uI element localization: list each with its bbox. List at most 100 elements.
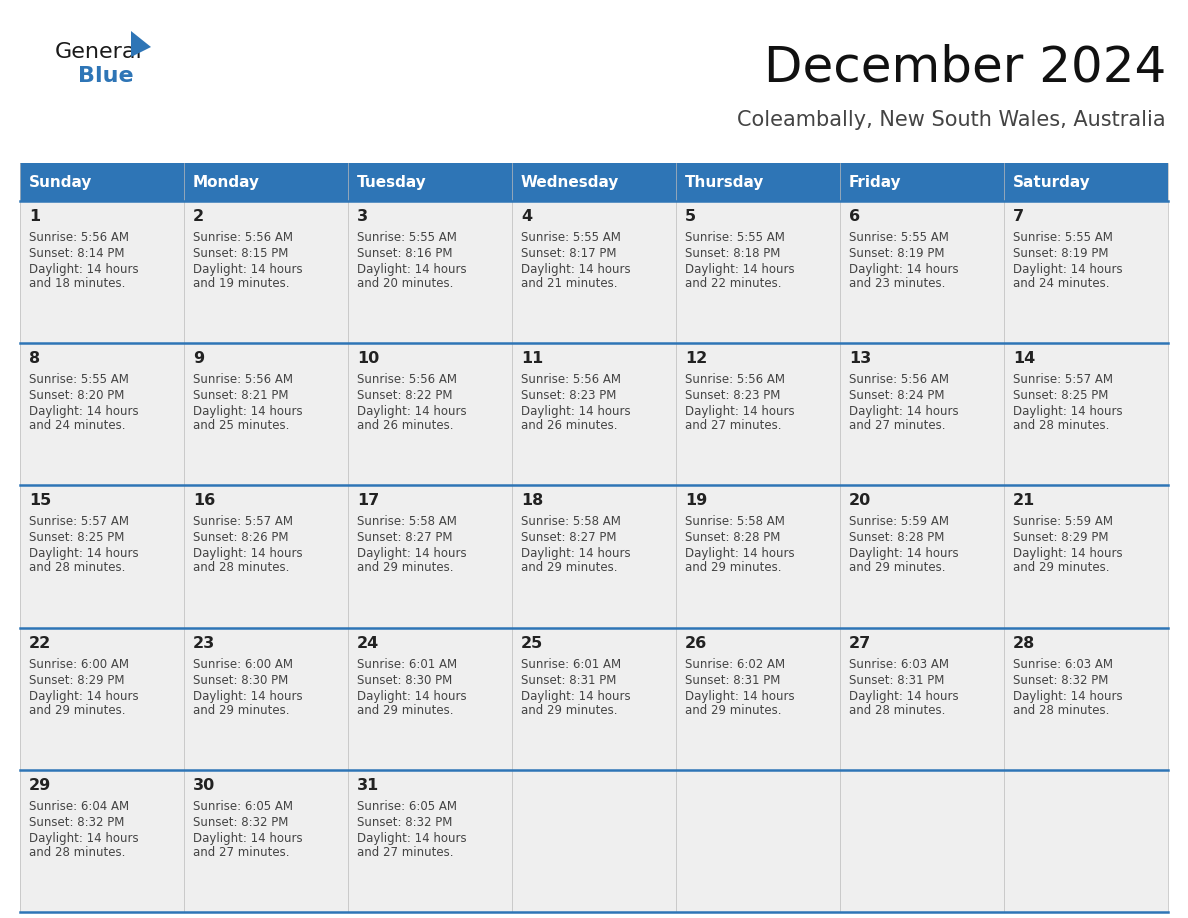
Text: Saturday: Saturday bbox=[1013, 174, 1091, 189]
Bar bbox=[1004, 486, 1168, 628]
Text: Sunset: 8:25 PM: Sunset: 8:25 PM bbox=[29, 532, 125, 544]
Text: 12: 12 bbox=[685, 352, 707, 366]
Text: 7: 7 bbox=[1013, 209, 1024, 224]
Text: Sunset: 8:24 PM: Sunset: 8:24 PM bbox=[849, 389, 944, 402]
Text: 31: 31 bbox=[358, 778, 379, 793]
Text: Daylight: 14 hours: Daylight: 14 hours bbox=[685, 689, 795, 702]
Text: Sunset: 8:26 PM: Sunset: 8:26 PM bbox=[192, 532, 289, 544]
Text: 28: 28 bbox=[1013, 635, 1035, 651]
Bar bbox=[676, 163, 840, 201]
Text: 22: 22 bbox=[29, 635, 51, 651]
Text: Daylight: 14 hours: Daylight: 14 hours bbox=[192, 547, 303, 560]
Text: Sunrise: 5:57 AM: Sunrise: 5:57 AM bbox=[192, 515, 293, 529]
Text: Sunset: 8:19 PM: Sunset: 8:19 PM bbox=[1013, 247, 1108, 260]
Text: 24: 24 bbox=[358, 635, 379, 651]
Text: Daylight: 14 hours: Daylight: 14 hours bbox=[522, 547, 631, 560]
Text: Sunrise: 5:55 AM: Sunrise: 5:55 AM bbox=[29, 374, 128, 386]
Text: and 29 minutes.: and 29 minutes. bbox=[358, 562, 454, 575]
Bar bbox=[512, 163, 676, 201]
Text: 1: 1 bbox=[29, 209, 40, 224]
Text: Daylight: 14 hours: Daylight: 14 hours bbox=[685, 547, 795, 560]
Text: 19: 19 bbox=[685, 493, 707, 509]
Text: Wednesday: Wednesday bbox=[522, 174, 619, 189]
Text: Sunrise: 5:55 AM: Sunrise: 5:55 AM bbox=[685, 231, 785, 244]
Text: Sunrise: 6:01 AM: Sunrise: 6:01 AM bbox=[358, 657, 457, 671]
Text: Sunrise: 5:56 AM: Sunrise: 5:56 AM bbox=[849, 374, 949, 386]
Text: Daylight: 14 hours: Daylight: 14 hours bbox=[849, 405, 959, 419]
Text: 18: 18 bbox=[522, 493, 543, 509]
Text: 6: 6 bbox=[849, 209, 860, 224]
Text: and 29 minutes.: and 29 minutes. bbox=[685, 562, 782, 575]
Text: Daylight: 14 hours: Daylight: 14 hours bbox=[29, 263, 139, 276]
Text: Sunset: 8:30 PM: Sunset: 8:30 PM bbox=[192, 674, 289, 687]
Text: Sunrise: 5:56 AM: Sunrise: 5:56 AM bbox=[685, 374, 785, 386]
Text: Blue: Blue bbox=[78, 66, 133, 86]
Text: Daylight: 14 hours: Daylight: 14 hours bbox=[849, 689, 959, 702]
Text: Sunrise: 5:59 AM: Sunrise: 5:59 AM bbox=[1013, 515, 1113, 529]
Text: and 29 minutes.: and 29 minutes. bbox=[849, 562, 946, 575]
Text: and 28 minutes.: and 28 minutes. bbox=[849, 703, 946, 717]
Text: and 18 minutes.: and 18 minutes. bbox=[29, 277, 126, 290]
Text: Sunset: 8:25 PM: Sunset: 8:25 PM bbox=[1013, 389, 1108, 402]
Text: and 29 minutes.: and 29 minutes. bbox=[192, 703, 290, 717]
Text: Daylight: 14 hours: Daylight: 14 hours bbox=[358, 547, 467, 560]
Text: 4: 4 bbox=[522, 209, 532, 224]
Text: Daylight: 14 hours: Daylight: 14 hours bbox=[1013, 263, 1123, 276]
Text: Daylight: 14 hours: Daylight: 14 hours bbox=[29, 832, 139, 845]
Text: 16: 16 bbox=[192, 493, 215, 509]
Text: Sunset: 8:27 PM: Sunset: 8:27 PM bbox=[358, 532, 453, 544]
Text: Sunset: 8:23 PM: Sunset: 8:23 PM bbox=[685, 389, 781, 402]
Bar bbox=[1004, 628, 1168, 770]
Text: Sunrise: 6:02 AM: Sunrise: 6:02 AM bbox=[685, 657, 785, 671]
Text: Daylight: 14 hours: Daylight: 14 hours bbox=[1013, 689, 1123, 702]
Text: Sunset: 8:31 PM: Sunset: 8:31 PM bbox=[522, 674, 617, 687]
Bar bbox=[184, 770, 348, 912]
Text: and 26 minutes.: and 26 minutes. bbox=[522, 420, 618, 432]
Bar bbox=[20, 163, 184, 201]
Text: Daylight: 14 hours: Daylight: 14 hours bbox=[192, 689, 303, 702]
Bar bbox=[348, 163, 512, 201]
Text: Daylight: 14 hours: Daylight: 14 hours bbox=[358, 263, 467, 276]
Text: and 24 minutes.: and 24 minutes. bbox=[29, 420, 126, 432]
Text: Sunrise: 5:56 AM: Sunrise: 5:56 AM bbox=[29, 231, 129, 244]
Text: Sunrise: 5:57 AM: Sunrise: 5:57 AM bbox=[29, 515, 129, 529]
Text: Sunrise: 5:58 AM: Sunrise: 5:58 AM bbox=[358, 515, 457, 529]
Bar bbox=[184, 486, 348, 628]
Text: Sunrise: 6:01 AM: Sunrise: 6:01 AM bbox=[522, 657, 621, 671]
Text: Sunrise: 5:56 AM: Sunrise: 5:56 AM bbox=[522, 374, 621, 386]
Bar bbox=[348, 628, 512, 770]
Text: Sunset: 8:23 PM: Sunset: 8:23 PM bbox=[522, 389, 617, 402]
Bar bbox=[184, 201, 348, 343]
Text: 2: 2 bbox=[192, 209, 204, 224]
Bar bbox=[512, 770, 676, 912]
Text: 15: 15 bbox=[29, 493, 51, 509]
Text: Sunset: 8:31 PM: Sunset: 8:31 PM bbox=[685, 674, 781, 687]
Text: Sunrise: 6:03 AM: Sunrise: 6:03 AM bbox=[1013, 657, 1113, 671]
Bar bbox=[348, 201, 512, 343]
Bar bbox=[184, 628, 348, 770]
Text: Daylight: 14 hours: Daylight: 14 hours bbox=[192, 263, 303, 276]
Text: Sunrise: 5:55 AM: Sunrise: 5:55 AM bbox=[358, 231, 457, 244]
Bar bbox=[20, 486, 184, 628]
Text: and 29 minutes.: and 29 minutes. bbox=[522, 703, 618, 717]
Text: Sunrise: 5:56 AM: Sunrise: 5:56 AM bbox=[192, 231, 293, 244]
Text: Monday: Monday bbox=[192, 174, 260, 189]
Text: Daylight: 14 hours: Daylight: 14 hours bbox=[192, 832, 303, 845]
Text: Friday: Friday bbox=[849, 174, 902, 189]
Text: 11: 11 bbox=[522, 352, 543, 366]
Text: 5: 5 bbox=[685, 209, 696, 224]
Text: Sunrise: 6:03 AM: Sunrise: 6:03 AM bbox=[849, 657, 949, 671]
Bar bbox=[512, 343, 676, 486]
Text: Daylight: 14 hours: Daylight: 14 hours bbox=[192, 405, 303, 419]
Text: Sunrise: 5:55 AM: Sunrise: 5:55 AM bbox=[522, 231, 621, 244]
Text: Sunset: 8:29 PM: Sunset: 8:29 PM bbox=[29, 674, 125, 687]
Text: Sunset: 8:32 PM: Sunset: 8:32 PM bbox=[1013, 674, 1108, 687]
Text: 23: 23 bbox=[192, 635, 215, 651]
Bar bbox=[840, 343, 1004, 486]
Bar bbox=[348, 486, 512, 628]
Text: 25: 25 bbox=[522, 635, 543, 651]
Text: 30: 30 bbox=[192, 778, 215, 793]
Bar bbox=[676, 201, 840, 343]
Text: Daylight: 14 hours: Daylight: 14 hours bbox=[522, 405, 631, 419]
Text: Sunset: 8:29 PM: Sunset: 8:29 PM bbox=[1013, 532, 1108, 544]
